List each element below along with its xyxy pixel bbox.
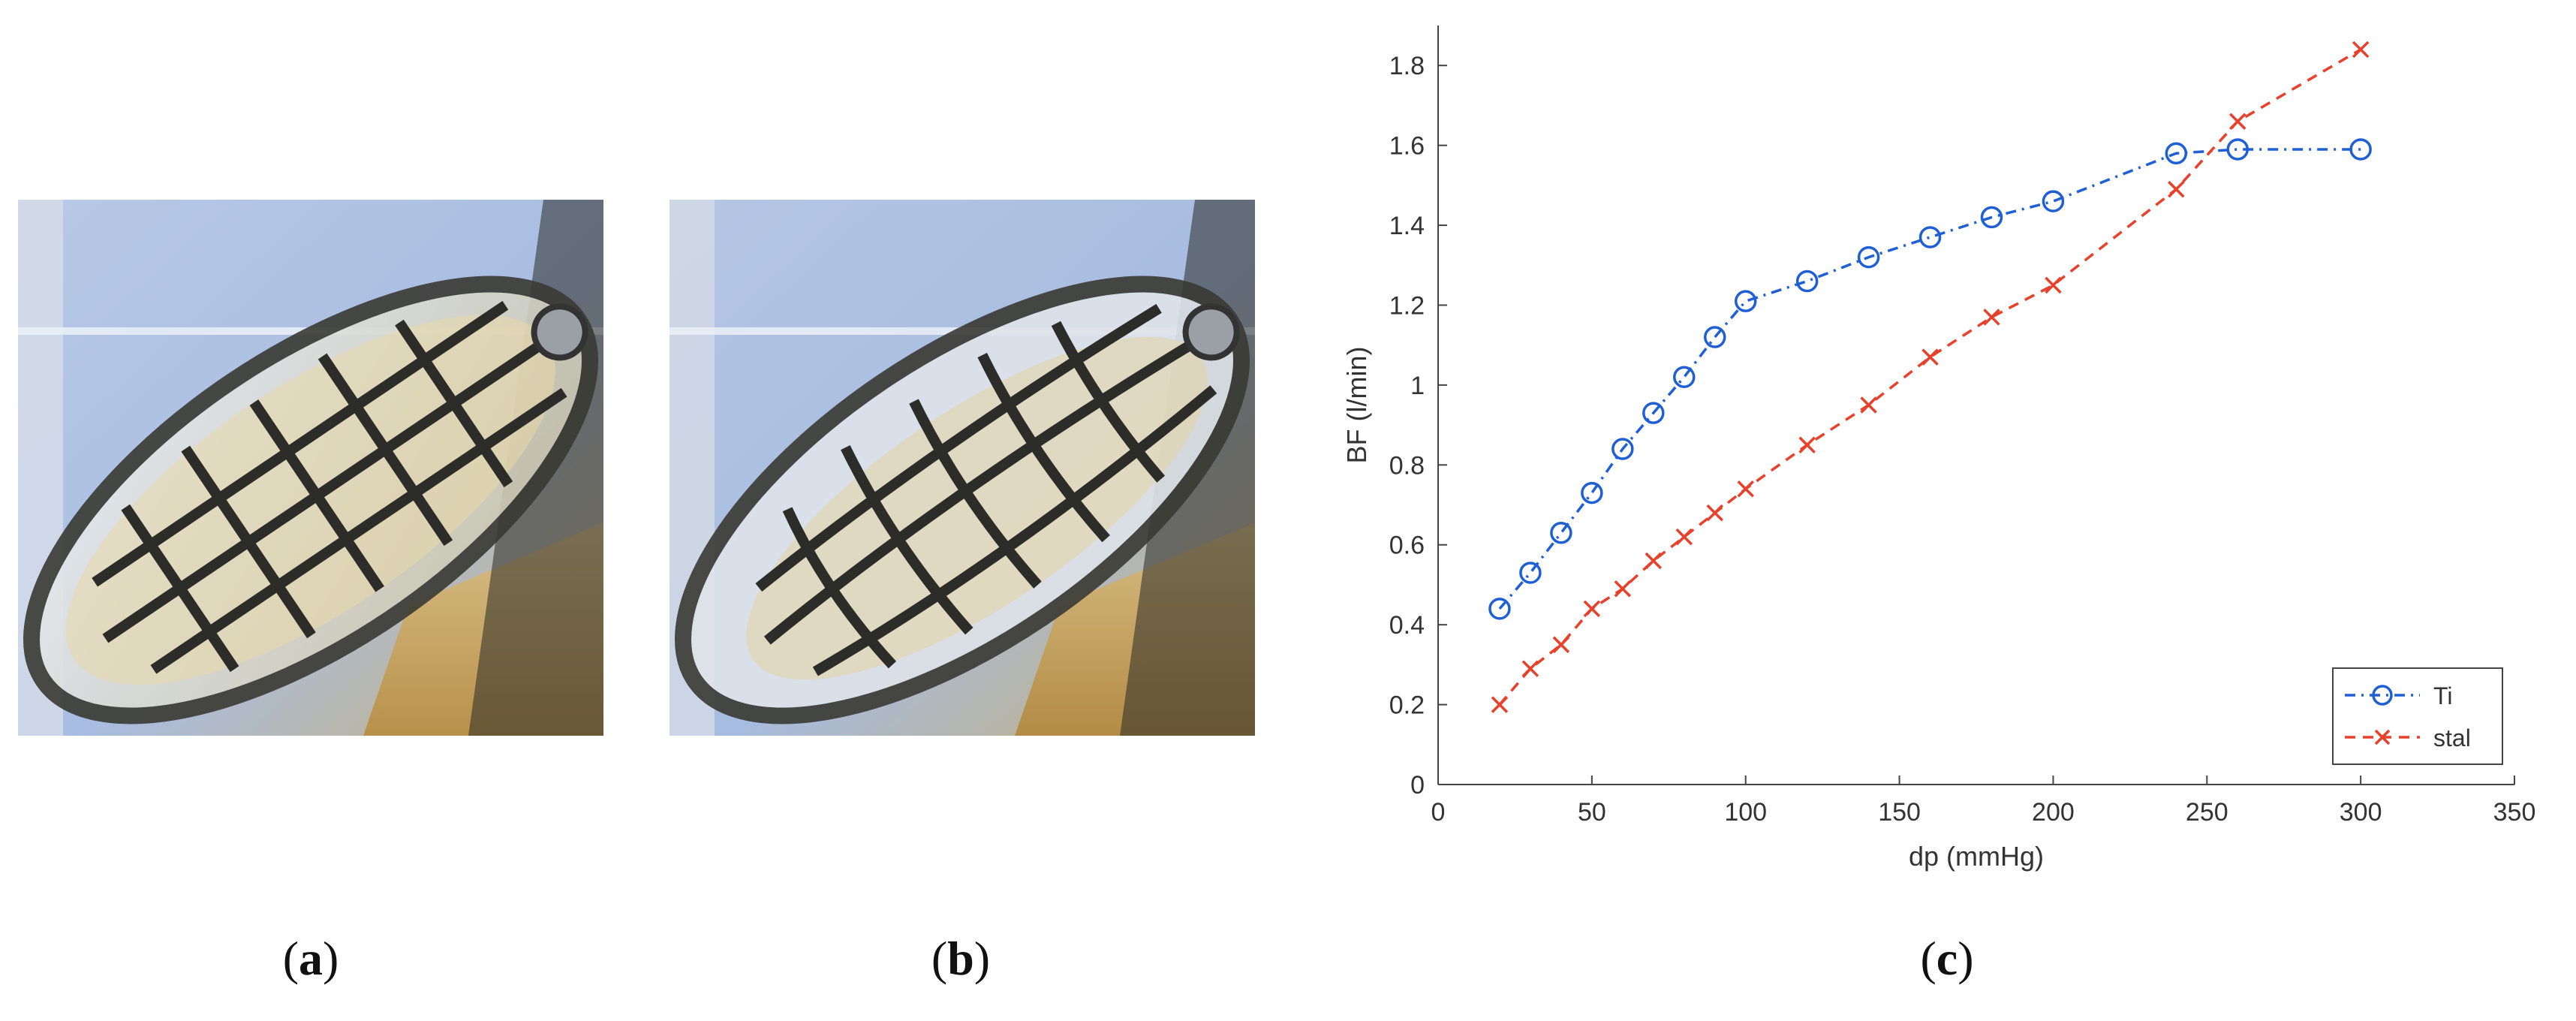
data-point-Ti (1734, 290, 1757, 312)
x-axis-label: dp (mmHg) (1909, 841, 2044, 872)
data-point-stal (1860, 396, 1877, 414)
x-tick-label: 0 (1431, 798, 1446, 827)
data-point-Ti (2042, 190, 2065, 212)
y-tick-label: 0.2 (1389, 691, 1425, 720)
data-point-Ti (2349, 138, 2372, 161)
series-line-stal (1498, 48, 2362, 706)
data-point-Ti (1519, 562, 1542, 584)
marker-stroke (2168, 180, 2185, 198)
photo-valve-a-image (18, 200, 603, 736)
data-point-stal (1798, 436, 1816, 453)
data-point-stal (1521, 660, 1539, 677)
y-tick-label: 0.8 (1389, 451, 1425, 480)
photo-valve-b (670, 200, 1255, 736)
data-point-stal (1583, 600, 1601, 618)
legend-label-Ti: Ti (2433, 682, 2452, 709)
marker-stroke (1737, 480, 1754, 498)
marker-stroke (1583, 600, 1601, 618)
y-tick-label: 1 (1410, 372, 1425, 400)
marker-stroke (1552, 636, 1570, 654)
marker-stroke (2229, 113, 2246, 130)
caption-a: (a) (282, 932, 339, 985)
marker-stroke (1860, 396, 1877, 414)
data-point-Ti (1673, 366, 1696, 389)
data-point-stal (2352, 41, 2370, 59)
data-point-stal (1645, 552, 1663, 570)
y-tick-label: 1.4 (1389, 212, 1425, 240)
data-point-Ti (1857, 245, 1880, 269)
data-point-stal (1706, 504, 1723, 522)
legend-box (2332, 667, 2503, 765)
photo-valve-a (18, 200, 603, 736)
caption-b: (b) (931, 932, 991, 985)
data-point-stal (2168, 180, 2185, 198)
data-point-stal (1614, 580, 1632, 598)
marker-stroke (1983, 309, 2000, 326)
x-tick-label: 300 (2340, 798, 2382, 827)
chart-svg: 0 50 100 150 200 250 300 350 0 0.2 0.4 0.6 0.8 1 1.2 1.… (1341, 26, 2536, 872)
y-tick-label: 1.6 (1389, 132, 1425, 161)
data-point-Ti (1703, 326, 1726, 348)
marker-stroke (1614, 580, 1632, 598)
x-tick-label: 100 (1724, 798, 1767, 827)
data-point-Ti (1581, 481, 1603, 504)
y-tick-label: 0.6 (1389, 532, 1425, 560)
marker-stroke (1645, 552, 1663, 570)
marker-stroke (2352, 41, 2370, 59)
marker-stroke (2374, 729, 2391, 745)
data-point-stal (1983, 309, 2000, 326)
data-point-Ti (1795, 270, 1819, 293)
marker-stroke (1706, 504, 1723, 522)
y-tick-label: 0.4 (1389, 611, 1425, 640)
caption-c-letter: c (1936, 932, 1958, 985)
caption-b-letter: b (947, 932, 974, 985)
chart-panel-c: 0 50 100 150 200 250 300 350 0 0.2 0.4 0.6 0.8 1 1.2 1.… (1329, 0, 2559, 901)
x-tick-label: 350 (2493, 798, 2536, 827)
photo-valve-b-image (670, 200, 1255, 736)
marker-stroke (1491, 696, 1509, 713)
axes-layer: 0 50 100 150 200 250 300 350 0 0.2 0.4 0.6 0.8 1 1.2 1.… (1389, 26, 2536, 827)
legend-label-stal: stal (2433, 724, 2471, 751)
data-point-Ti (1488, 598, 1511, 620)
x-tick-label: 200 (2032, 798, 2075, 827)
series-layer (1488, 41, 2372, 713)
caption-c: (c) (1920, 932, 1974, 985)
data-point-Ti (1642, 402, 1665, 424)
series-line-Ti (1498, 148, 2361, 610)
marker-stroke (1675, 528, 1693, 546)
x-tick-label: 150 (1878, 798, 1921, 827)
legend: Ti stal (2332, 667, 2503, 765)
caption-a-letter: a (299, 932, 323, 985)
data-point-Ti (1612, 438, 1634, 460)
y-tick-label: 1.2 (1389, 291, 1425, 320)
data-point-stal (1675, 528, 1693, 546)
marker-stroke (2045, 276, 2062, 294)
legend-marker-stal (2374, 729, 2391, 745)
y-tick-label: 1.8 (1389, 52, 1425, 80)
data-point-stal (2229, 113, 2246, 130)
data-point-Ti (1980, 206, 2003, 229)
data-point-Ti (1918, 226, 1942, 248)
data-point-stal (1491, 696, 1509, 713)
data-point-stal (1737, 480, 1754, 498)
data-point-stal (1921, 348, 1939, 366)
y-axis-label: BF (l/min) (1341, 347, 1372, 464)
data-point-stal (2045, 276, 2062, 294)
data-point-Ti (1550, 522, 1572, 544)
legend-marker-Ti (2372, 685, 2393, 706)
y-tick-label: 0 (1410, 771, 1425, 800)
data-point-stal (1552, 636, 1570, 654)
marker-stroke (1921, 348, 1939, 366)
data-point-Ti (2165, 142, 2188, 165)
data-point-Ti (2226, 138, 2249, 161)
x-tick-label: 250 (2186, 798, 2228, 827)
x-tick-label: 50 (1578, 798, 1606, 827)
marker-stroke (1521, 660, 1539, 677)
marker-stroke (1798, 436, 1816, 453)
